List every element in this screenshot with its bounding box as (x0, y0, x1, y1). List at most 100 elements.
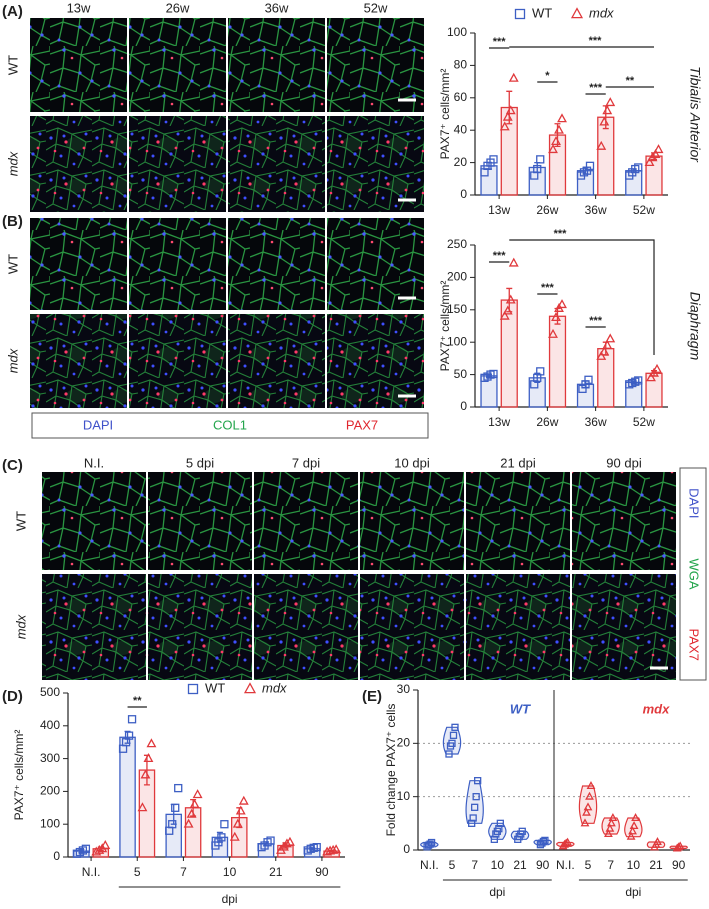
y-tick-label: 60 (454, 90, 468, 104)
micrograph (327, 18, 424, 112)
micrograph (327, 314, 424, 408)
bar (548, 315, 567, 408)
side-label: Diaphragm (687, 292, 703, 361)
y-tick-label: 250 (447, 237, 467, 251)
group-label: WT (510, 701, 531, 716)
data-point (499, 310, 510, 320)
data-point (127, 715, 137, 724)
data-point (220, 820, 229, 829)
data-point (596, 140, 607, 150)
y-tick-label: 10 (397, 789, 411, 803)
column-header: 90 dpi (606, 455, 642, 470)
column-header: N.I. (84, 455, 104, 470)
data-point (238, 795, 249, 805)
data-point (489, 155, 498, 164)
micrograph (228, 218, 325, 310)
data-point (168, 820, 177, 829)
significance-label: *** (589, 35, 603, 47)
data-point (468, 819, 476, 827)
data-point (426, 840, 434, 848)
x-tick-label: 7 (180, 865, 187, 879)
column-header: 21 dpi (500, 455, 536, 470)
data-point (469, 814, 477, 822)
data-point (536, 367, 545, 376)
data-point (471, 803, 479, 811)
data-point (143, 753, 154, 763)
data-point (631, 813, 640, 822)
data-point (605, 97, 616, 107)
significance-label: *** (541, 282, 555, 294)
y-tick-label: 150 (447, 302, 467, 316)
data-point (518, 827, 526, 835)
data-point (653, 837, 662, 846)
x-tick-label: 90 (672, 858, 686, 872)
data-point (560, 839, 569, 848)
violin (465, 780, 484, 824)
row-label: WT (5, 55, 20, 75)
data-point (607, 818, 616, 827)
stain-label: DAPI (83, 417, 113, 432)
data-point (634, 163, 643, 172)
legend-marker (514, 8, 526, 20)
panel-label: (B) (2, 213, 23, 230)
micrograph (30, 314, 127, 408)
panel-label: (D) (2, 688, 23, 705)
y-tick-label: 20 (397, 736, 411, 750)
column-header: 36w (265, 0, 289, 15)
y-tick-label: 100 (447, 25, 467, 39)
x-tick-label: 36w (585, 415, 607, 429)
x-tick-label: 21 (269, 865, 283, 879)
data-point (502, 305, 513, 315)
data-point (100, 839, 111, 849)
data-point (174, 783, 183, 793)
data-point (94, 844, 105, 854)
data-point (474, 777, 482, 785)
x-tick-label: 7 (471, 858, 478, 872)
data-point (445, 750, 453, 758)
x-tick-label: 5 (449, 858, 456, 872)
y-tick-label: 0 (53, 849, 60, 863)
data-point (596, 350, 607, 360)
legend-marker (570, 7, 584, 19)
data-point (602, 339, 613, 349)
data-point (584, 375, 593, 384)
side-label: Tibialis Anterior (687, 66, 703, 163)
data-point (281, 838, 292, 848)
significance-label: ** (626, 75, 635, 87)
micrograph (148, 574, 252, 680)
stain-label: WGA (687, 558, 702, 589)
x-tick-label: N.I. (82, 865, 101, 879)
y-tick-label: 100 (40, 816, 60, 830)
micrograph (572, 574, 676, 680)
micrograph (572, 472, 676, 570)
x-tick-label: 90 (536, 858, 550, 872)
micrograph (30, 18, 127, 112)
data-point (186, 808, 197, 818)
data-point (505, 105, 516, 115)
data-point (140, 769, 151, 779)
micrograph (254, 574, 358, 680)
data-point (644, 157, 655, 167)
data-point (533, 164, 542, 174)
data-point (472, 793, 480, 801)
x-tick-label: 5 (585, 858, 592, 872)
data-point (605, 823, 615, 832)
y-tick-label: 80 (454, 58, 468, 72)
data-point (634, 376, 643, 385)
violin (510, 830, 530, 840)
y-tick-label: 200 (447, 270, 467, 284)
panel-label: (C) (2, 457, 23, 474)
data-point (599, 346, 610, 356)
data-point (582, 807, 591, 816)
micrograph (42, 574, 146, 680)
data-point (563, 837, 572, 846)
panel-label: (E) (362, 688, 382, 705)
x-tick-label: 26w (536, 203, 558, 217)
data-point (585, 161, 595, 170)
data-point (583, 802, 593, 811)
data-point (628, 826, 637, 835)
data-point (650, 148, 661, 158)
x-tick-label: 36w (585, 203, 607, 217)
legend-marker (243, 682, 257, 694)
data-point (81, 844, 91, 853)
